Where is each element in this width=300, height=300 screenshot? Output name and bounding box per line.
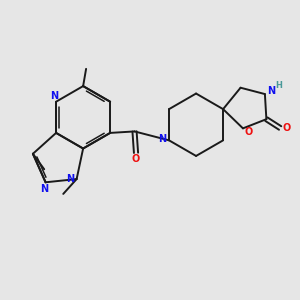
Text: O: O — [245, 127, 253, 137]
Text: N: N — [158, 134, 166, 144]
Text: N: N — [267, 86, 275, 96]
Text: N: N — [40, 184, 48, 194]
Text: O: O — [283, 123, 291, 133]
Text: O: O — [132, 154, 140, 164]
Text: N: N — [66, 174, 74, 184]
Text: N: N — [50, 91, 59, 101]
Text: H: H — [275, 81, 282, 90]
